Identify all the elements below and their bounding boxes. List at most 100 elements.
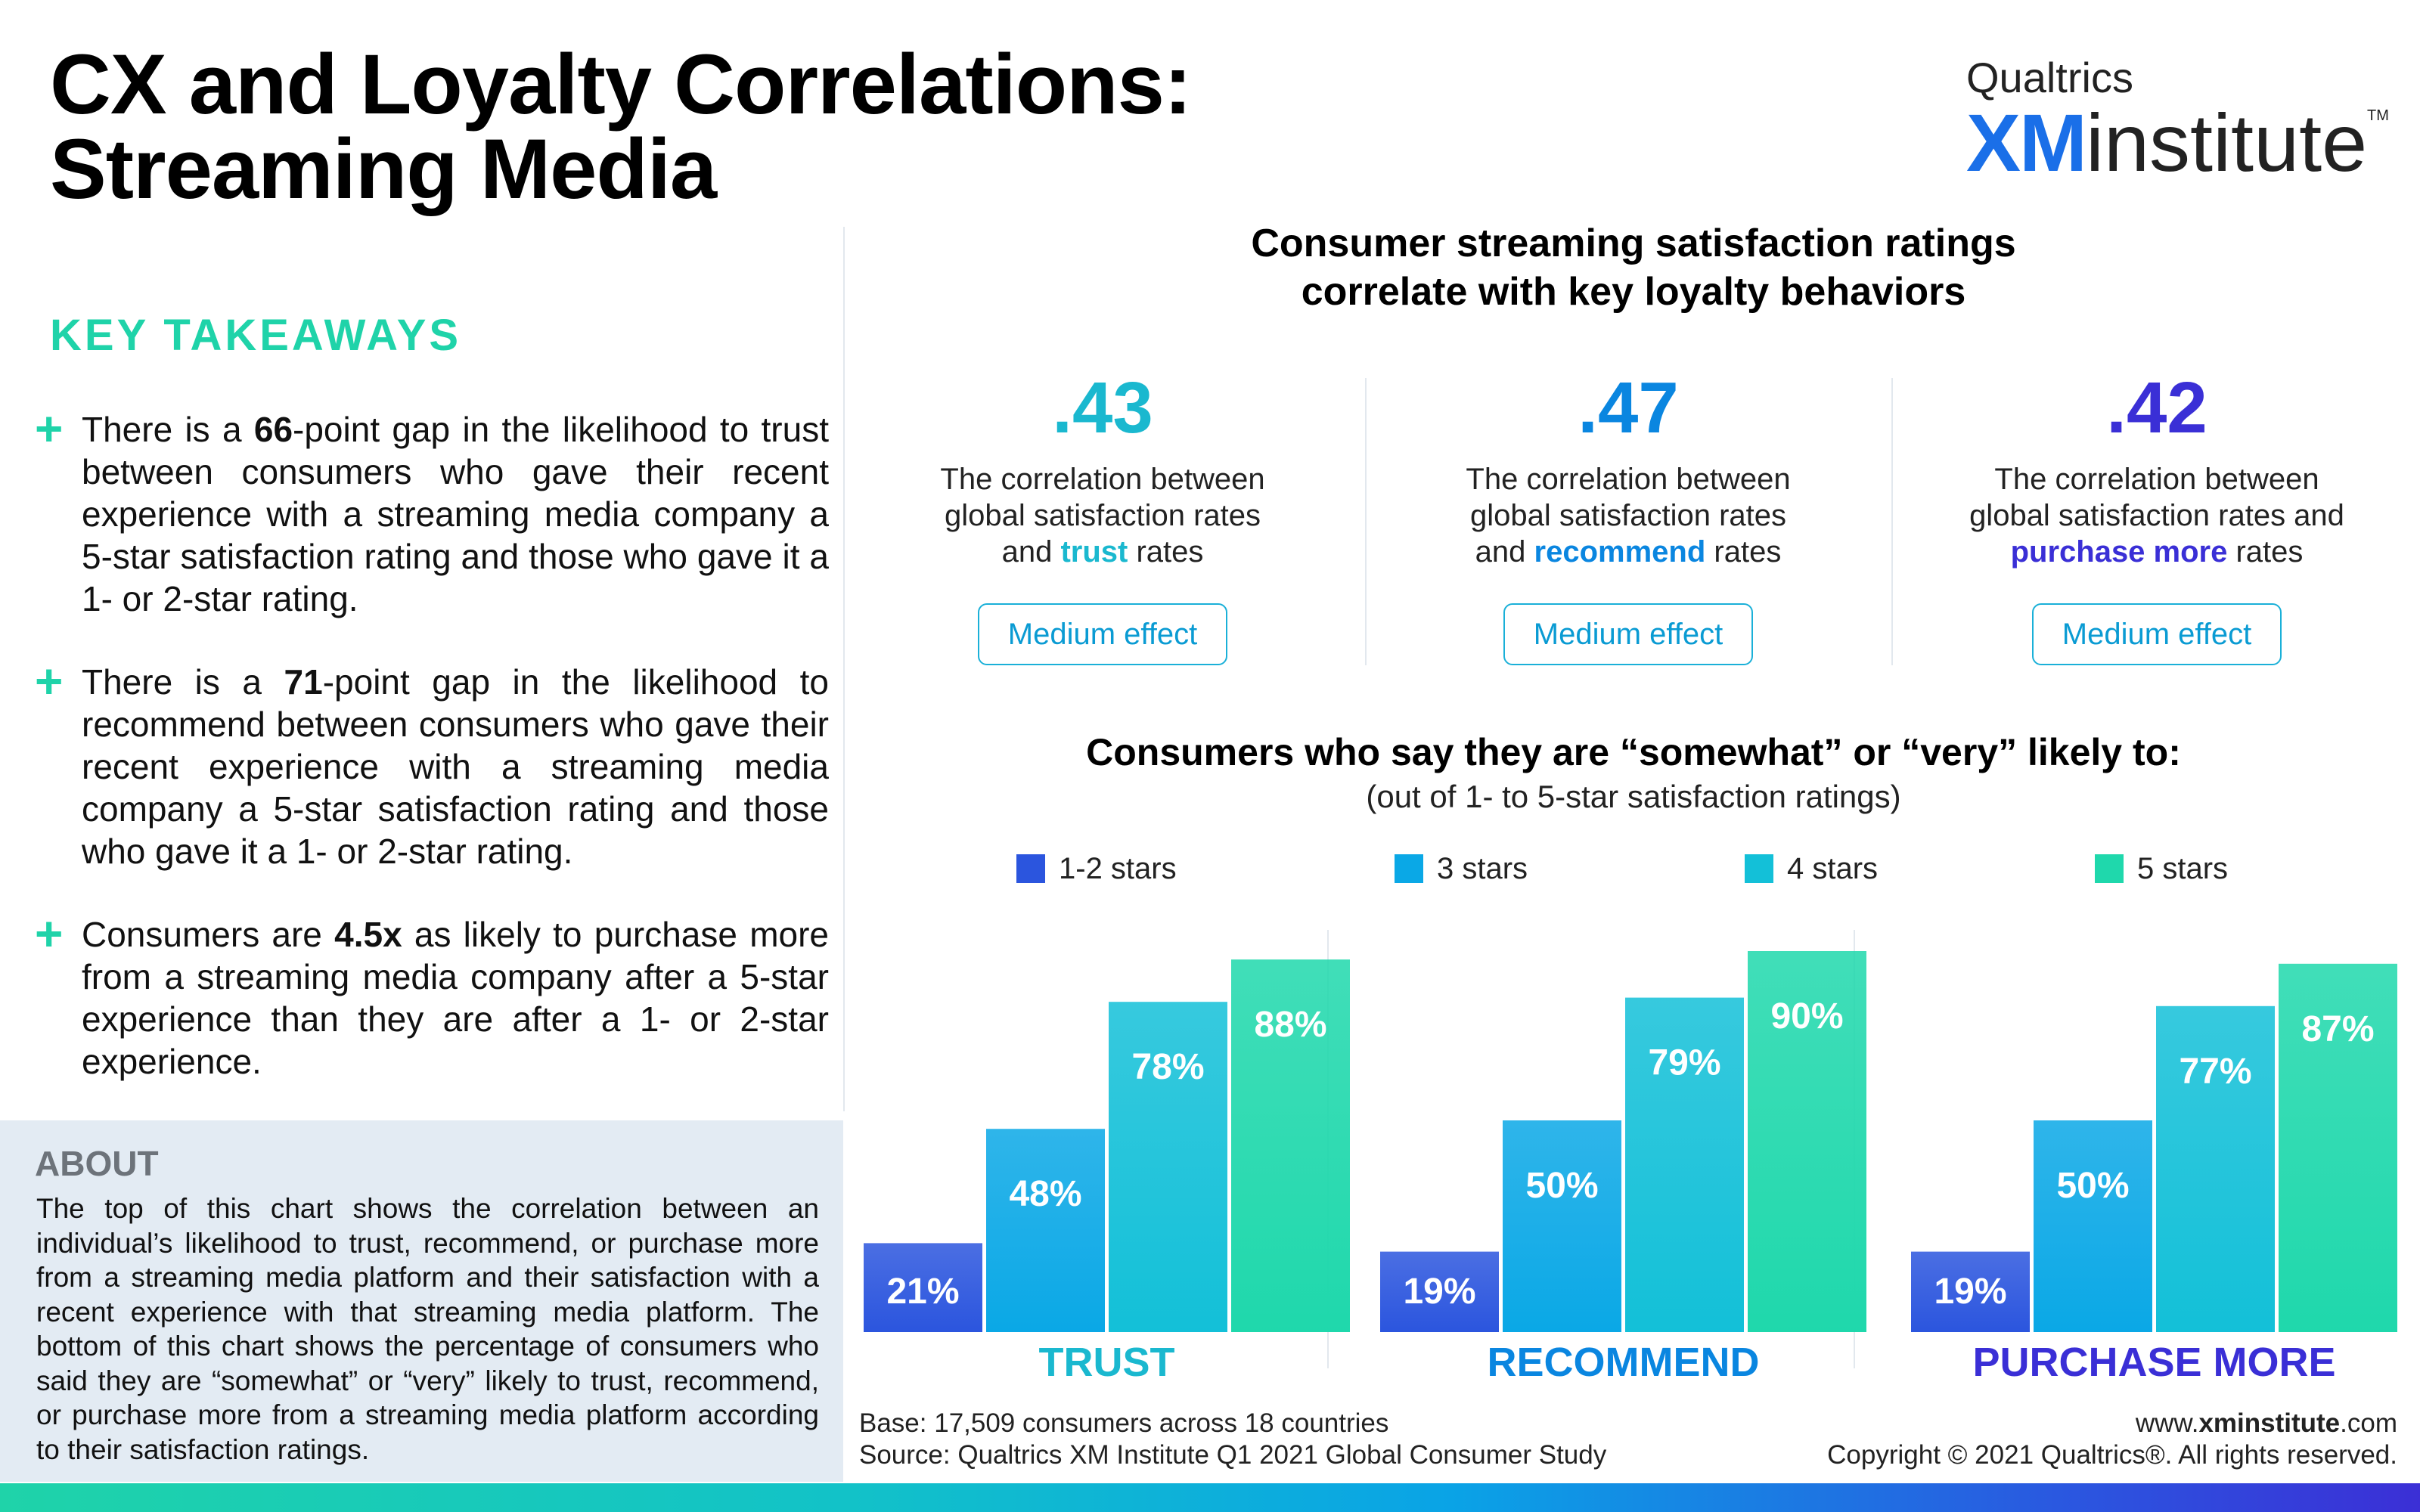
effect-word: Medium xyxy=(2062,618,2170,651)
desc-pre: and xyxy=(1001,535,1061,569)
bar-trust-5-stars xyxy=(1231,959,1350,1332)
bar-value-label: 77% xyxy=(2179,1052,2251,1092)
chart-subheading: (out of 1- to 5-star satisfaction rating… xyxy=(1366,779,1901,814)
effect-badge: Medium effect xyxy=(978,603,1227,665)
logo-trademark: TM xyxy=(2367,107,2389,124)
bar-value-label: 88% xyxy=(1254,1005,1326,1045)
effect-word: effect xyxy=(1115,618,1198,651)
xm-institute-logo: Qualtrics XMinstitute TM xyxy=(1966,53,2390,189)
bar-recommend-4-stars xyxy=(1625,997,1744,1332)
bar-trust-3-stars xyxy=(986,1129,1105,1332)
bar-purchase-more-4-stars xyxy=(2156,1005,2275,1332)
takeaway-post: as likely to purchase more from a stream… xyxy=(82,915,829,1081)
effect-word: effect xyxy=(2170,618,2252,651)
correlation-description: The correlation between global satisfact… xyxy=(1922,461,2391,570)
footer-url[interactable]: www.xminstitute.com xyxy=(1664,1408,2397,1439)
logo-institute-text: institute xyxy=(2086,97,2368,188)
bar-value-label: 79% xyxy=(1648,1043,1720,1083)
correlation-desc-line: The correlation between xyxy=(1994,463,2319,496)
legend-label: 1-2 stars xyxy=(1059,852,1177,885)
bar-trust-1-2-stars xyxy=(864,1243,982,1332)
correlation-column-divider xyxy=(1365,378,1367,665)
footer-copyright: Copyright © 2021 Qualtrics®. All rights … xyxy=(1827,1440,2397,1470)
takeaway-highlight: 4.5x xyxy=(334,915,402,954)
legend-swatch xyxy=(2095,854,2124,883)
bar-recommend-5-stars xyxy=(1748,951,1866,1332)
plus-icon: + xyxy=(35,401,64,456)
desc-post: rates xyxy=(1705,535,1782,569)
bar-recommend-1-2-stars xyxy=(1380,1251,1499,1332)
key-takeaways-heading: KEY TAKEAWAYS xyxy=(50,311,462,360)
footer-base: Base: 17,509 consumers across 18 countri… xyxy=(859,1408,1389,1438)
legend-label: 4 stars xyxy=(1787,852,1879,885)
correlation-heading-line2: correlate with key loyalty behaviors xyxy=(1301,270,1966,314)
bar-value-label: 50% xyxy=(2056,1166,2129,1206)
bar-value-label: 19% xyxy=(1934,1272,2006,1312)
left-right-divider xyxy=(843,227,845,1111)
correlation-value: .43 xyxy=(1052,367,1153,448)
bar-trust-4-stars xyxy=(1109,1002,1227,1332)
effect-word: Medium xyxy=(1533,618,1642,651)
correlation-value: .42 xyxy=(2106,367,2207,448)
takeaway-highlight: 71 xyxy=(284,662,323,702)
url-post: .com xyxy=(2340,1408,2397,1438)
footer-credits: www.xminstitute.com Copyright © 2021 Qua… xyxy=(1664,1408,2397,1471)
correlation-desc-line: global satisfaction rates xyxy=(944,499,1261,532)
bar-value-label: 90% xyxy=(1770,996,1843,1036)
effect-word: effect xyxy=(1641,618,1723,651)
page-title-line1: CX and Loyalty Correlations: xyxy=(50,37,1192,132)
desc-post: rates xyxy=(1128,535,1204,569)
category-label: PURCHASE MORE xyxy=(1972,1340,2335,1385)
plus-icon: + xyxy=(35,906,64,961)
correlation-recommend: .47 The correlation between global satis… xyxy=(1394,370,1863,665)
correlation-desc-line: global satisfaction rates xyxy=(1469,499,1786,532)
legend-label: 5 stars xyxy=(2137,852,2229,885)
page-title: CX and Loyalty Correlations: Streaming M… xyxy=(50,37,1192,216)
correlation-keyword: trust xyxy=(1060,535,1128,569)
correlation-description: The correlation between global satisfact… xyxy=(868,461,1337,570)
correlation-desc-line: The correlation between xyxy=(940,463,1265,496)
bar-value-label: 48% xyxy=(1009,1174,1081,1214)
desc-pre: and xyxy=(1475,535,1534,569)
about-text: The top of this chart shows the correlat… xyxy=(36,1193,819,1465)
bar-value-label: 78% xyxy=(1131,1047,1204,1087)
footer-source-line: Source: Qualtrics XM Institute Q1 2021 G… xyxy=(859,1440,1607,1470)
takeaway-text: There is a 71-point gap in the likelihoo… xyxy=(82,661,829,872)
bar-value-label: 21% xyxy=(886,1272,959,1312)
logo-qualtrics-text: Qualtrics xyxy=(1966,54,2133,101)
correlation-column-divider xyxy=(1891,378,1893,665)
takeaway-pre: Consumers are xyxy=(82,915,335,954)
desc-post: rates xyxy=(2227,535,2304,569)
correlation-heading: Consumer streaming satisfaction ratings … xyxy=(938,219,2329,316)
correlation-desc-line: global satisfaction rates and xyxy=(1969,499,2344,532)
loyalty-bar-chart: 21% 48% 78% 88% TRUST 19% 50% 79% 90% RECOMMEND 19… xyxy=(864,930,2397,1385)
takeaway-highlight: 66 xyxy=(253,410,293,449)
about-heading: ABOUT xyxy=(35,1144,159,1183)
bar-purchase-more-3-stars xyxy=(2034,1120,2152,1332)
legend-label: 3 stars xyxy=(1437,852,1528,885)
correlation-keyword: recommend xyxy=(1534,535,1706,569)
category-label: TRUST xyxy=(1039,1340,1175,1385)
bar-value-label: 87% xyxy=(2301,1009,2374,1049)
correlation-value: .47 xyxy=(1578,367,1679,448)
legend-swatch xyxy=(1016,854,1045,883)
correlation-desc-line: purchase more rates xyxy=(1922,534,2391,570)
takeaway-post: -point gap in the likelihood to recommen… xyxy=(82,662,830,871)
legend-swatch xyxy=(1745,854,1773,883)
bar-purchase-more-5-stars xyxy=(2279,963,2397,1332)
takeaway-text: Consumers are 4.5x as likely to purchase… xyxy=(82,913,829,1083)
correlation-trust: .43 The correlation between global satis… xyxy=(868,370,1337,665)
bar-value-label: 50% xyxy=(1525,1166,1598,1206)
correlation-keyword: purchase more xyxy=(2010,535,2228,569)
effect-badge: Medium effect xyxy=(2032,603,2282,665)
correlation-desc-line: The correlation between xyxy=(1466,463,1791,496)
correlation-purchase-more: .42 The correlation between global satis… xyxy=(1922,370,2391,665)
plus-icon: + xyxy=(35,654,64,708)
effect-word: Medium xyxy=(1007,618,1116,651)
correlation-desc-line: and recommend rates xyxy=(1394,534,1863,570)
effect-badge: Medium effect xyxy=(1503,603,1753,665)
bar-recommend-3-stars xyxy=(1503,1120,1621,1332)
page-title-line2: Streaming Media xyxy=(50,122,717,216)
correlation-heading-line1: Consumer streaming satisfaction ratings xyxy=(1251,222,2016,265)
